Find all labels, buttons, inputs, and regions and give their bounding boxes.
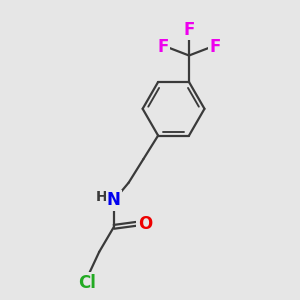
Text: O: O	[138, 215, 152, 233]
Text: F: F	[209, 38, 220, 56]
Text: Cl: Cl	[79, 274, 96, 292]
Text: N: N	[107, 191, 121, 209]
Text: H: H	[96, 190, 107, 204]
Text: F: F	[183, 21, 195, 39]
Text: F: F	[158, 38, 169, 56]
